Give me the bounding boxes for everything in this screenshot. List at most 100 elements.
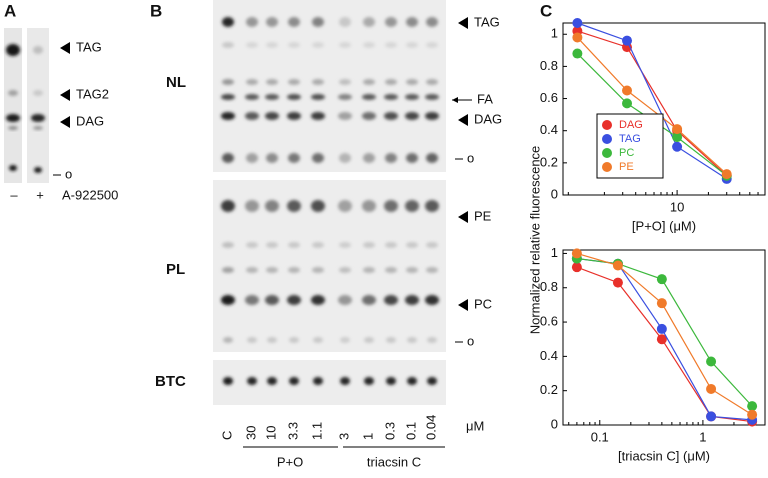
data-point — [612, 260, 623, 271]
lane-label: – — [10, 187, 18, 202]
data-point — [571, 248, 582, 259]
unit-label: μM — [466, 418, 484, 433]
legend-label: PC — [619, 147, 634, 159]
spot — [245, 112, 259, 120]
legend-marker — [602, 162, 612, 172]
spot — [362, 94, 376, 100]
spot — [405, 94, 419, 100]
spot — [385, 42, 397, 48]
spot — [386, 377, 396, 385]
spot — [33, 126, 43, 130]
spot — [288, 17, 300, 27]
lane-label: 10 — [263, 426, 278, 440]
section-label: BTC — [155, 373, 186, 390]
spot — [288, 79, 300, 85]
y-tick-label: 0 — [551, 186, 558, 201]
spot — [386, 337, 396, 343]
spot — [287, 295, 301, 305]
spot — [245, 200, 259, 212]
spot — [426, 242, 438, 248]
spot — [426, 267, 438, 273]
data-point — [622, 35, 633, 46]
lane-label: + — [36, 187, 44, 202]
spot — [339, 242, 351, 248]
spot — [222, 42, 234, 48]
y-tick-label: 0.4 — [540, 348, 558, 363]
data-point — [656, 334, 667, 345]
arrowhead — [60, 42, 70, 54]
spot — [246, 153, 258, 163]
section-label: NL — [166, 74, 186, 91]
spot — [34, 167, 42, 173]
y-tick-label: 0.2 — [540, 382, 558, 397]
data-point — [572, 18, 583, 28]
spot — [385, 267, 397, 273]
spot — [405, 112, 419, 120]
spot — [312, 242, 324, 248]
spot — [338, 200, 352, 212]
spot — [425, 200, 439, 212]
band-label: o — [65, 166, 72, 181]
arrowhead — [452, 97, 458, 103]
lane-label: 1.1 — [309, 422, 324, 440]
spot — [426, 153, 438, 163]
section-label: PL — [166, 261, 185, 278]
spot — [406, 79, 418, 85]
spot — [6, 44, 20, 56]
x-axis-label: [P+O] (μM) — [632, 218, 696, 233]
spot — [288, 242, 300, 248]
spot — [426, 42, 438, 48]
band-label: o — [467, 333, 474, 348]
y-tick-label: 1 — [551, 26, 558, 41]
y-tick-label: 0.2 — [540, 154, 558, 169]
spot — [406, 17, 418, 27]
spot — [406, 267, 418, 273]
arrowhead — [458, 211, 468, 223]
spot — [9, 165, 17, 171]
y-tick-label: 0.8 — [540, 58, 558, 73]
spot — [339, 267, 351, 273]
lane-label: 30 — [243, 426, 258, 440]
spot — [425, 295, 439, 305]
spot — [363, 242, 375, 248]
spot — [385, 79, 397, 85]
spot — [266, 242, 278, 248]
arrowhead — [60, 116, 70, 128]
spot — [362, 112, 376, 120]
y-axis-label: Normalized relative fluorescence — [527, 146, 542, 335]
tlc-plate — [213, 0, 446, 172]
plot-frame — [562, 22, 766, 196]
spot — [287, 94, 301, 100]
data-point — [622, 85, 633, 96]
spot — [385, 153, 397, 163]
spot — [363, 79, 375, 85]
data-point — [572, 48, 583, 59]
lane-label: 1 — [360, 433, 375, 440]
band-label: PE — [474, 208, 492, 223]
spot — [287, 112, 301, 120]
spot — [246, 267, 258, 273]
spot — [313, 377, 323, 385]
lane-label: 0.04 — [423, 415, 438, 440]
spot — [426, 79, 438, 85]
spot — [222, 17, 234, 27]
spot — [339, 42, 351, 48]
tlc-strip — [4, 28, 22, 183]
spot — [363, 17, 375, 27]
spot — [313, 337, 323, 343]
spot — [222, 153, 234, 163]
spot — [223, 377, 233, 385]
group-label: P+O — [277, 454, 303, 469]
spot — [312, 17, 324, 27]
spot — [406, 42, 418, 48]
spot — [425, 112, 439, 120]
lane-label: 0.3 — [382, 422, 397, 440]
plot-frame — [562, 249, 766, 426]
spot — [33, 46, 43, 54]
spot — [427, 377, 437, 385]
spot — [312, 267, 324, 273]
spot — [407, 377, 417, 385]
x-tick-label: 0.1 — [591, 429, 609, 444]
series-line — [577, 22, 728, 180]
